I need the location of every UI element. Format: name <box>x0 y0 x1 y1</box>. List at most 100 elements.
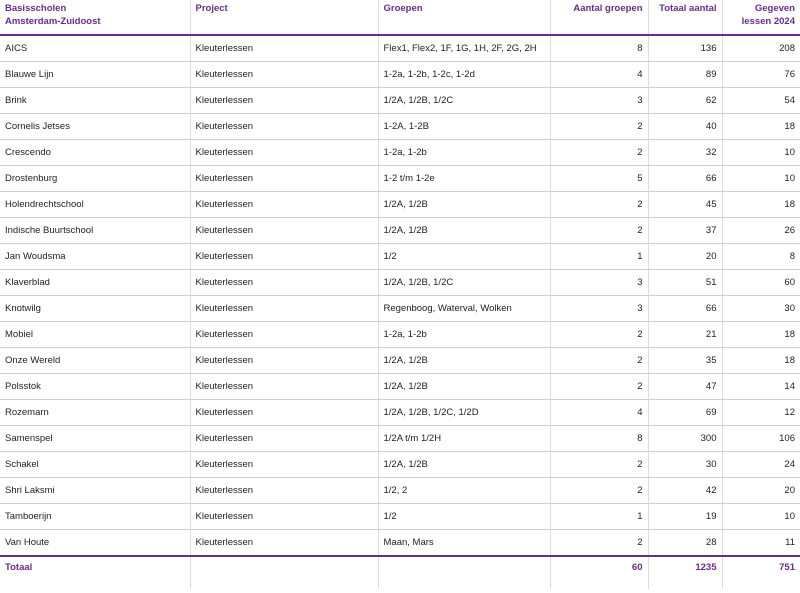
table-cell: Kleuterlessen <box>189 321 378 348</box>
total-cell: 60 <box>549 555 648 577</box>
table-row: Tamboerijn Kleuterlessen 1/2 1 19 10 <box>0 503 800 530</box>
table-row: Holendrechtschool Kleuterlessen 1/2A, 1/2B… <box>0 191 800 218</box>
empty-cell <box>647 577 722 589</box>
table-cell: 1/2A, 1/2B <box>377 217 550 244</box>
table-cell: 32 <box>647 139 722 166</box>
table-cell: 1/2A, 1/2B, 1/2C <box>377 87 550 114</box>
table-cell: Kleuterlessen <box>189 243 378 270</box>
table-row: Drostenburg Kleuterlessen 1-2 t/m 1-2e 5 66 1… <box>0 165 800 192</box>
table-cell: Rozemarn <box>0 399 190 426</box>
table-row: Mobiel Kleuterlessen 1-2a, 1-2b 2 21 18 <box>0 321 800 348</box>
table-cell: 1/2 <box>377 503 550 530</box>
table-cell: 30 <box>721 295 800 322</box>
table-cell: 3 <box>549 269 648 296</box>
table-cell: Kleuterlessen <box>189 139 378 166</box>
table-row: Blauwe Lijn Kleuterlessen 1-2a, 1-2b, 1-2c… <box>0 61 800 88</box>
table-cell: 8 <box>549 35 648 62</box>
table-cell: 24 <box>721 451 800 478</box>
table-cell: 136 <box>647 35 722 62</box>
table-row: Onze Wereld Kleuterlessen 1/2A, 1/2B 2 35 18 <box>0 347 800 374</box>
table-cell: 1-2A, 1-2B <box>377 113 550 140</box>
table-row: Schakel Kleuterlessen 1/2A, 1/2B 2 30 24 <box>0 451 800 478</box>
table-cell: 2 <box>549 529 648 557</box>
table-cell: Maan, Mars <box>377 529 550 557</box>
table-cell: 3 <box>549 87 648 114</box>
empty-cell <box>189 577 378 589</box>
table-cell: 1/2A, 1/2B <box>377 191 550 218</box>
table-row: AICS Kleuterlessen Flex1, Flex2, 1F, 1G, 1… <box>0 35 800 62</box>
column-header: Gegeven lessen 2024 <box>721 0 800 36</box>
table-cell: 2 <box>549 191 648 218</box>
table-cell: Kleuterlessen <box>189 529 378 557</box>
table-cell: 26 <box>721 217 800 244</box>
table-cell: 66 <box>647 295 722 322</box>
table-cell: 54 <box>721 87 800 114</box>
table-cell: Kleuterlessen <box>189 373 378 400</box>
table-cell: 1/2A, 1/2B, 1/2C, 1/2D <box>377 399 550 426</box>
table-cell: 51 <box>647 269 722 296</box>
table-cell: Drostenburg <box>0 165 190 192</box>
table-cell: 37 <box>647 217 722 244</box>
table-row: Jan Woudsma Kleuterlessen 1/2 1 20 8 <box>0 243 800 270</box>
table-cell: 4 <box>549 61 648 88</box>
table-row: Cornelis Jetses Kleuterlessen 1-2A, 1-2B 2 4… <box>0 113 800 140</box>
table-row: Knotwilg Kleuterlessen Regenboog, Waterval… <box>0 295 800 322</box>
column-header: Aantal groepen <box>549 0 648 36</box>
table-row: Crescendo Kleuterlessen 1-2a, 1-2b 2 32 10 <box>0 139 800 166</box>
table-cell: Kleuterlessen <box>189 503 378 530</box>
table-cell: Kleuterlessen <box>189 451 378 478</box>
table-cell: 2 <box>549 347 648 374</box>
table-cell: 35 <box>647 347 722 374</box>
table-cell: AICS <box>0 35 190 62</box>
table-cell: 2 <box>549 477 648 504</box>
table-cell: 1/2, 2 <box>377 477 550 504</box>
table-cell: 19 <box>647 503 722 530</box>
table-cell: 1/2A, 1/2B <box>377 373 550 400</box>
table-cell: 1-2a, 1-2b, 1-2c, 1-2d <box>377 61 550 88</box>
empty-cell <box>377 555 550 577</box>
table-cell: Knotwilg <box>0 295 190 322</box>
table-cell: 10 <box>721 139 800 166</box>
table-cell: 10 <box>721 165 800 192</box>
table-cell: 45 <box>647 191 722 218</box>
table-row: Van Houte Kleuterlessen Maan, Mars 2 28 11 <box>0 529 800 557</box>
table-cell: 11 <box>721 529 800 557</box>
header-row: Basisscholen Amsterdam-Zuidoost Project Gro… <box>0 0 800 36</box>
table-cell: 106 <box>721 425 800 452</box>
table-row: Samenspel Kleuterlessen 1/2A t/m 1/2H 8 300 1… <box>0 425 800 452</box>
table-cell: 8 <box>549 425 648 452</box>
table-cell: 2 <box>549 217 648 244</box>
header-line: Basisscholen <box>5 3 67 14</box>
table-cell: 1/2A, 1/2B <box>377 451 550 478</box>
table-cell: 1-2a, 1-2b <box>377 321 550 348</box>
table-cell: 1-2 t/m 1-2e <box>377 165 550 192</box>
header-line: Amsterdam-Zuidoost <box>5 16 101 27</box>
table-cell: Flex1, Flex2, 1F, 1G, 1H, 2F, 2G, 2H <box>377 35 550 62</box>
table-row: Brink Kleuterlessen 1/2A, 1/2B, 1/2C 3 62 54 <box>0 87 800 114</box>
table-cell: 1/2A, 1/2B <box>377 347 550 374</box>
table-cell: Onze Wereld <box>0 347 190 374</box>
table-cell: Samenspel <box>0 425 190 452</box>
table-row: Indische Buurtschool Kleuterlessen 1/2A, 1… <box>0 217 800 244</box>
table-cell: 40 <box>647 113 722 140</box>
table-cell: 3 <box>549 295 648 322</box>
table-cell: Kleuterlessen <box>189 165 378 192</box>
empty-cell <box>189 555 378 577</box>
total-cell: 751 <box>721 555 800 577</box>
total-row: Totaal 60 1235 751 <box>0 555 800 577</box>
table-cell: 21 <box>647 321 722 348</box>
table-cell: Kleuterlessen <box>189 269 378 296</box>
table-cell: 1/2A t/m 1/2H <box>377 425 550 452</box>
table-cell: 18 <box>721 113 800 140</box>
table-cell: 18 <box>721 321 800 348</box>
table-cell: 1/2 <box>377 243 550 270</box>
table-row: Klaverblad Kleuterlessen 1/2A, 1/2B, 1/2C 3… <box>0 269 800 296</box>
total-label: Totaal <box>0 555 190 577</box>
table-cell: Klaverblad <box>0 269 190 296</box>
table-cell: 20 <box>721 477 800 504</box>
table-cell: Crescendo <box>0 139 190 166</box>
empty-cell <box>0 577 190 589</box>
table-row: Shri Laksmi Kleuterlessen 1/2, 2 2 42 20 <box>0 477 800 504</box>
